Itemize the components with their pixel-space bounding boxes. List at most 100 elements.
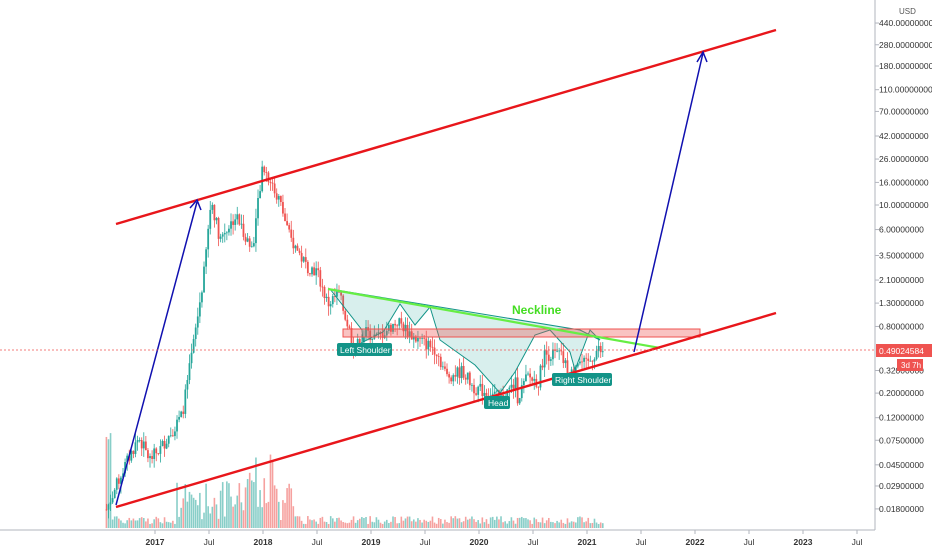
candle-body [512, 384, 515, 389]
volume-bar [338, 517, 340, 528]
candle-body [275, 193, 278, 200]
volume-bar [406, 516, 409, 528]
candle-body [144, 441, 147, 451]
volume-bar [601, 523, 604, 528]
candle-body [186, 380, 189, 390]
volume-bar [464, 516, 467, 528]
candle-body [396, 325, 399, 327]
candle-body [468, 372, 471, 386]
price-tick-label: 0.04500000 [879, 460, 924, 470]
candle-body [394, 323, 396, 326]
volume-bar [458, 518, 461, 528]
candle-body [271, 182, 274, 184]
volume-bar [267, 501, 270, 528]
candle-body [541, 365, 544, 368]
price-tick-label: 42.00000000 [879, 131, 929, 141]
candle-body [240, 223, 243, 225]
volume-bar [292, 506, 295, 528]
candle-body [273, 183, 276, 194]
volume-bar [437, 517, 440, 528]
candle-body [230, 221, 232, 229]
candle-body [213, 204, 216, 221]
volume-bar [172, 520, 174, 528]
volume-bar [255, 457, 257, 528]
candle-body [441, 366, 444, 368]
candle-body [169, 435, 172, 437]
volume-bar [221, 482, 224, 528]
volume-bar [240, 502, 243, 528]
volume-bar [288, 483, 290, 528]
candle-body [423, 337, 426, 339]
candle-body [522, 381, 525, 386]
volume-bar [489, 517, 492, 528]
volume-bar [367, 523, 369, 528]
candle-body [282, 202, 284, 214]
volume-bar [226, 481, 228, 528]
volume-bar [574, 522, 577, 528]
volume-bar [471, 516, 473, 528]
candle-body [385, 330, 388, 336]
volume-bar [394, 517, 396, 528]
volume-bar [595, 522, 598, 528]
volume-bar [280, 519, 282, 528]
candle-body [192, 339, 195, 353]
volume-bar [269, 454, 272, 528]
volume-bar [388, 523, 390, 528]
candle-body [549, 359, 552, 361]
candle-body [149, 456, 151, 459]
candle-body [167, 435, 170, 444]
volume-bar [421, 522, 423, 528]
candle-body [315, 268, 318, 276]
price-tick-label: 3.50000000 [879, 250, 924, 260]
volume-bar [485, 519, 488, 528]
candle-body [371, 338, 374, 341]
volume-bar [408, 516, 411, 528]
volume-bar [552, 522, 554, 528]
candle-body [157, 453, 160, 455]
candle-body [452, 375, 455, 382]
candle-body [221, 234, 224, 237]
volume-bar [431, 516, 434, 528]
candle-body [398, 318, 401, 326]
candle-body [105, 509, 108, 511]
volume-bar [564, 523, 567, 528]
candle-body [579, 361, 581, 364]
candle-body [493, 391, 496, 394]
volume-bar [427, 521, 430, 528]
candle-body [277, 196, 280, 200]
candle-body [217, 217, 220, 239]
candle-body [248, 238, 251, 247]
volume-bar [244, 487, 247, 528]
volume-bar [547, 517, 550, 528]
candle-body [437, 356, 440, 357]
volume-bar [473, 519, 475, 528]
candle-body [446, 368, 448, 375]
candle-body [520, 385, 523, 399]
volume-bar [253, 482, 255, 528]
candle-body [117, 478, 120, 484]
volume-bar [500, 516, 502, 528]
candle-body [267, 172, 270, 183]
candle-body [136, 440, 139, 443]
volume-bar [433, 522, 436, 528]
candle-body [406, 324, 409, 337]
candle-body [545, 350, 548, 355]
volume-bar [543, 523, 546, 528]
price-tick-label: 10.00000000 [879, 200, 929, 210]
volume-bar [365, 517, 367, 528]
volume-bar [184, 484, 187, 528]
candle-body [198, 302, 201, 317]
candle-body [392, 323, 394, 332]
candle-body [483, 392, 486, 396]
candle-body [165, 443, 168, 449]
volume-bar [153, 519, 155, 528]
candle-body [408, 331, 411, 337]
volume-bar [230, 496, 232, 528]
volume-bar [535, 519, 538, 528]
candle-body [533, 378, 536, 381]
volume-bar [446, 522, 448, 528]
candle-body [466, 372, 469, 380]
volume-bar [572, 521, 575, 528]
time-tick-label: 2019 [362, 537, 381, 547]
